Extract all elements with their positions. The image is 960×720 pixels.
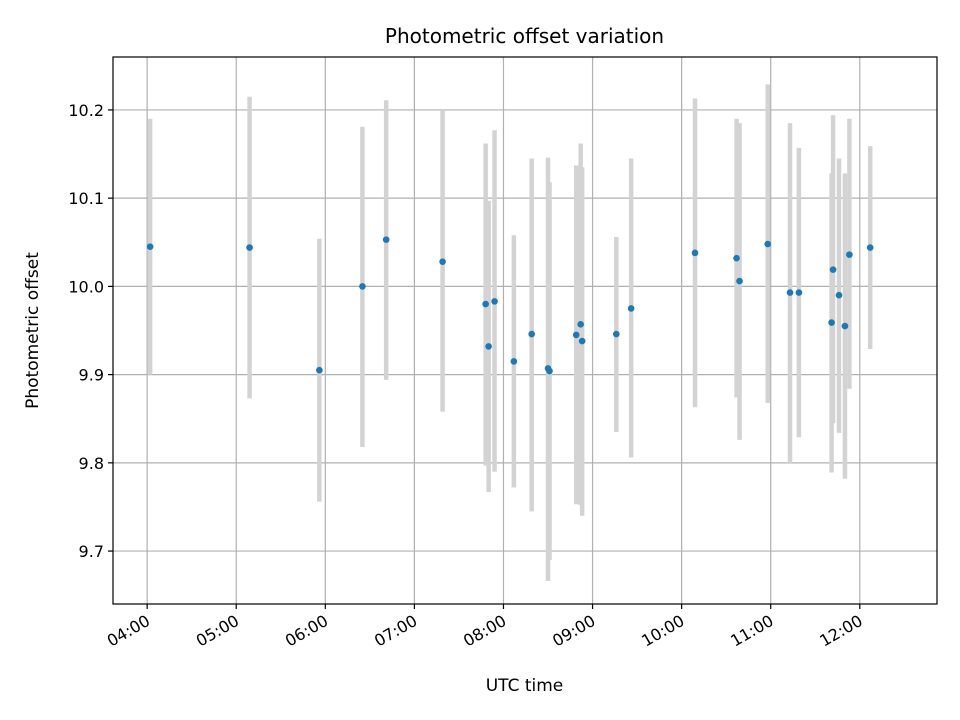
data-point <box>795 289 803 296</box>
data-point <box>546 367 553 375</box>
x-tick-label: 04:00 <box>104 611 153 651</box>
data-point <box>613 330 620 338</box>
grid <box>113 57 937 604</box>
y-axis: 9.7 9.8 9.9 10.0 10.1 10.2 <box>68 101 113 561</box>
chart-title: Photometric offset variation <box>385 24 664 48</box>
data-point <box>835 291 843 299</box>
data-point <box>382 236 390 243</box>
data-point <box>482 300 489 308</box>
data-point <box>577 321 584 328</box>
x-tick-label: 06:00 <box>282 611 331 651</box>
data-point <box>146 243 154 250</box>
x-tick-label: 11:00 <box>727 611 776 651</box>
y-tick-label: 10.0 <box>68 277 104 296</box>
data-point <box>572 331 580 339</box>
data-point <box>510 358 518 365</box>
x-tick-label: 07:00 <box>371 611 420 651</box>
data-point <box>691 249 699 257</box>
data-points <box>146 236 874 375</box>
data-point <box>528 330 535 338</box>
y-axis-label: Photometric offset <box>23 252 43 409</box>
data-point <box>733 254 740 262</box>
x-axis: 04:00 05:00 06:00 07:00 08:00 09:00 10:00 11:00… <box>104 604 866 651</box>
x-tick-label: 10:00 <box>638 611 687 651</box>
x-axis-label: UTC time <box>486 676 564 696</box>
data-point <box>841 322 849 330</box>
x-tick-label: 12:00 <box>816 611 865 651</box>
y-tick-label: 9.8 <box>79 454 104 473</box>
y-tick-label: 10.2 <box>68 101 104 120</box>
data-point <box>316 366 323 374</box>
data-point <box>359 283 366 290</box>
data-point <box>491 298 498 305</box>
plot-frame <box>112 56 938 605</box>
data-point <box>578 337 586 345</box>
x-tick-label: 05:00 <box>193 611 242 651</box>
data-point <box>246 244 253 251</box>
data-point <box>829 266 837 273</box>
x-tick-label: 08:00 <box>460 611 509 651</box>
data-point <box>736 277 743 285</box>
data-point <box>485 343 492 350</box>
error-bars <box>147 84 873 582</box>
y-tick-label: 9.7 <box>79 542 104 561</box>
data-point <box>828 319 835 326</box>
data-point <box>846 251 853 258</box>
data-point <box>764 240 772 248</box>
data-point <box>627 305 635 312</box>
y-tick-label: 9.9 <box>79 366 104 385</box>
data-point <box>866 244 874 251</box>
x-tick-label: 09:00 <box>549 611 598 651</box>
data-point <box>439 258 446 265</box>
y-tick-label: 10.1 <box>68 189 104 208</box>
data-point <box>786 289 794 296</box>
